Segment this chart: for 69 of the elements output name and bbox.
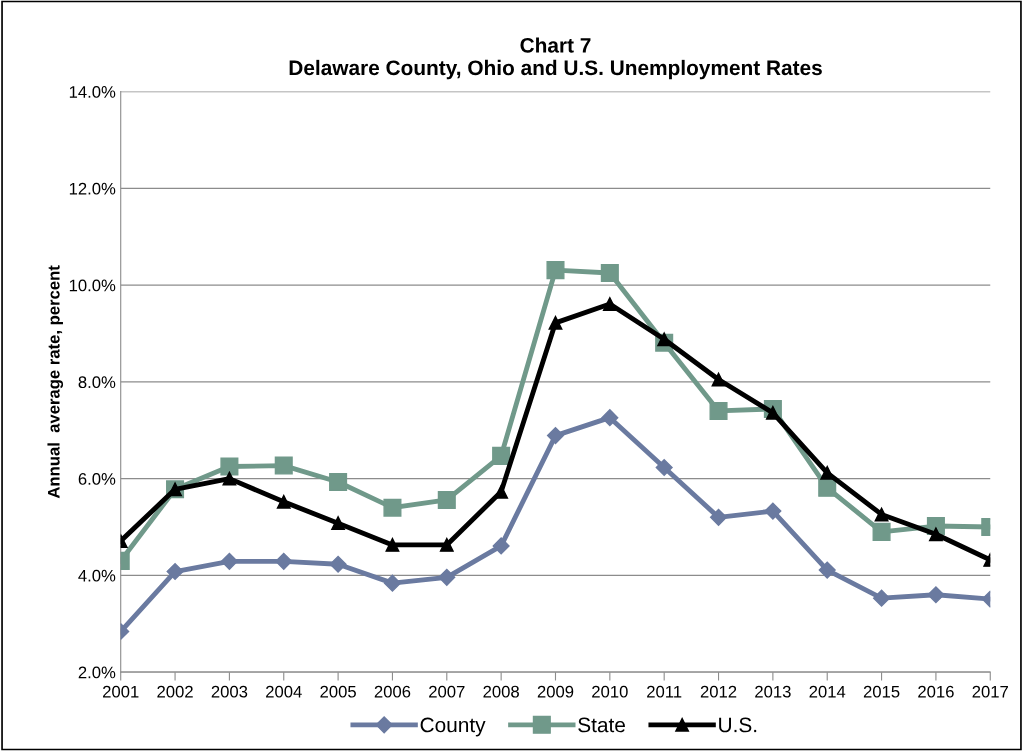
y-tick-label: 10.0% [69, 279, 116, 292]
point [600, 264, 619, 283]
y-tick-label: 8.0% [78, 376, 116, 389]
y-axis-title: Annual average rate, percent [47, 265, 64, 499]
point [438, 568, 456, 586]
legend-label: County [420, 717, 486, 737]
y-tick-label: 4.0% [78, 569, 116, 582]
point [546, 261, 565, 280]
point [329, 472, 348, 492]
x-tick-label: 2009 [537, 685, 574, 698]
point [331, 516, 346, 531]
point [764, 502, 782, 520]
x-tick-label: 2010 [592, 685, 628, 698]
point [494, 484, 509, 499]
y-tick-label: 6.0% [78, 473, 116, 485]
point [383, 498, 402, 517]
y-tick-label: 14.0% [69, 86, 116, 98]
x-tick-label: 2001 [103, 685, 139, 698]
point [765, 405, 780, 420]
point [601, 409, 619, 427]
point [602, 297, 617, 311]
x-tick-label: 2015 [863, 685, 900, 698]
point [657, 332, 672, 347]
point [492, 537, 510, 555]
y-tick-label: 12.0% [69, 182, 116, 195]
point [927, 586, 945, 604]
point [275, 552, 293, 570]
chart-title: Chart 7 Delaware County, Ohio and U.S. Unemployment Rates [289, 37, 822, 80]
point [329, 555, 347, 573]
x-tick-label: 2011 [647, 685, 682, 698]
point [276, 494, 291, 509]
point [711, 372, 726, 387]
x-tick-label: 2014 [809, 685, 846, 698]
x-tick-label: 2005 [320, 685, 356, 698]
x-tick-label: 2008 [483, 685, 519, 698]
point [873, 589, 891, 607]
x-tick-label: 2013 [755, 685, 791, 698]
point [709, 508, 728, 526]
point [874, 507, 889, 522]
x-tick-label: 2002 [157, 685, 193, 698]
point [818, 561, 836, 579]
point [385, 537, 400, 552]
x-tick-label: 2016 [918, 685, 954, 698]
point [820, 465, 835, 480]
y-tick-label: 2.0% [78, 666, 116, 679]
point [220, 552, 238, 570]
x-tick-label: 2012 [700, 685, 737, 698]
point [928, 527, 943, 542]
legend-label: State [578, 717, 625, 733]
x-tick-label: 2007 [429, 685, 465, 698]
point [818, 478, 837, 497]
legend-label: U.S. [719, 717, 757, 733]
point [274, 456, 293, 475]
point [383, 574, 402, 592]
x-tick-label: 2004 [266, 685, 302, 698]
point [492, 446, 511, 465]
x-tick-label: 2003 [211, 685, 248, 698]
x-tick-label: 2017 [972, 685, 1008, 698]
point [439, 537, 454, 552]
point [872, 522, 891, 541]
point [166, 562, 184, 581]
x-tick-label: 2006 [374, 685, 411, 698]
point [709, 401, 728, 420]
point [655, 458, 673, 477]
point [222, 471, 237, 486]
point [220, 457, 239, 476]
point [546, 427, 565, 445]
point [548, 315, 563, 330]
point [437, 490, 456, 509]
